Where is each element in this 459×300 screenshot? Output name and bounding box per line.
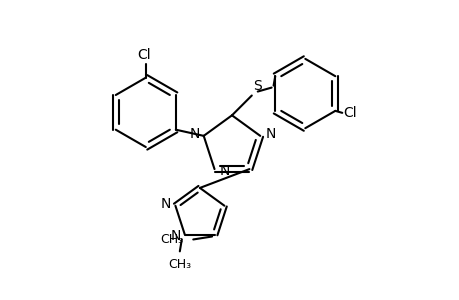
Text: S: S bbox=[252, 79, 261, 92]
Text: Cl: Cl bbox=[342, 106, 356, 120]
Text: CH₃: CH₃ bbox=[168, 258, 191, 271]
Text: N: N bbox=[161, 197, 171, 211]
Text: CH₃: CH₃ bbox=[160, 233, 183, 246]
Text: Cl: Cl bbox=[137, 48, 150, 62]
Text: N: N bbox=[170, 230, 180, 244]
Text: N: N bbox=[219, 164, 230, 178]
Text: N: N bbox=[265, 127, 275, 141]
Text: N: N bbox=[189, 127, 199, 141]
